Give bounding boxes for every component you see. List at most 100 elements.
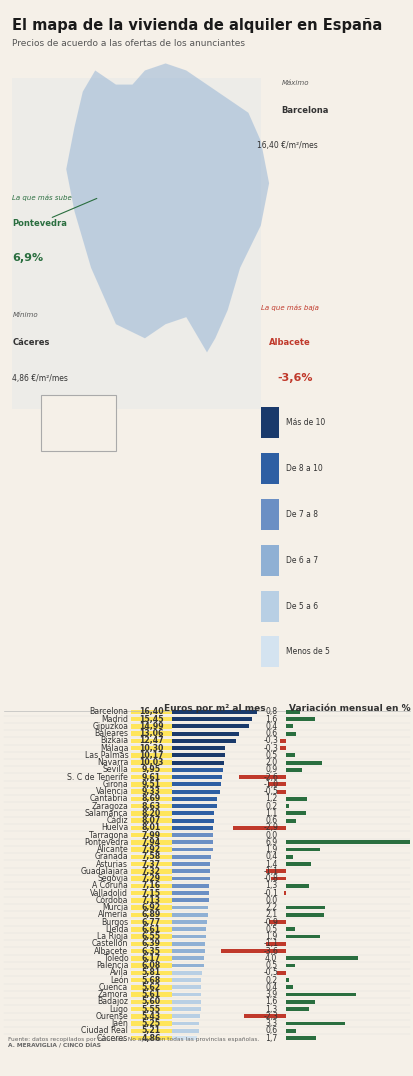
Text: Bizkaia: Bizkaia (100, 736, 128, 746)
Text: -0,9: -0,9 (263, 918, 278, 926)
Bar (285, 761, 321, 765)
Text: 6,17: 6,17 (141, 953, 161, 963)
Bar (131, 957, 171, 961)
Bar (172, 747, 225, 750)
Text: Segovia: Segovia (97, 874, 128, 883)
Bar (131, 912, 171, 917)
Text: Cuenca: Cuenca (99, 982, 128, 992)
Bar (238, 775, 285, 779)
Bar (285, 862, 310, 866)
Text: 5,43: 5,43 (141, 1011, 161, 1021)
Bar (131, 833, 171, 837)
Text: 1,1: 1,1 (264, 809, 277, 818)
Text: 1,6: 1,6 (264, 997, 277, 1006)
Bar (285, 848, 319, 851)
Text: 2,0: 2,0 (264, 759, 277, 767)
Text: 7,13: 7,13 (142, 896, 160, 905)
Text: 0,0: 0,0 (264, 896, 277, 905)
Text: -0,1: -0,1 (263, 889, 278, 897)
Bar (131, 986, 171, 990)
Text: 8,63: 8,63 (141, 802, 161, 810)
Bar (172, 971, 202, 975)
Text: 0,2: 0,2 (264, 976, 277, 985)
Text: 0,0: 0,0 (264, 831, 277, 839)
Text: -1,1: -1,1 (263, 939, 278, 948)
Text: De 5 a 6: De 5 a 6 (285, 601, 317, 610)
Bar (172, 928, 206, 931)
Text: Albacete: Albacete (94, 947, 128, 955)
Bar (260, 499, 279, 530)
Text: 3,9: 3,9 (264, 990, 277, 1000)
Text: 1,9: 1,9 (264, 845, 277, 854)
Text: De 7 a 8: De 7 a 8 (285, 510, 317, 519)
Bar (131, 978, 171, 982)
Bar (285, 819, 296, 822)
Text: 9,95: 9,95 (141, 765, 161, 775)
Text: 6,9: 6,9 (264, 838, 277, 847)
Text: De 8 a 10: De 8 a 10 (285, 464, 322, 473)
Bar (131, 753, 171, 758)
Text: 15,45: 15,45 (139, 714, 163, 724)
Bar (172, 877, 209, 880)
Bar (285, 768, 301, 771)
Bar (172, 949, 204, 953)
Bar (220, 949, 285, 953)
Bar (172, 1015, 200, 1018)
Text: 7,15: 7,15 (141, 889, 161, 897)
Text: El mapa de la vivienda de alquiler en España: El mapa de la vivienda de alquiler en Es… (12, 17, 382, 32)
Text: 7,58: 7,58 (141, 852, 161, 862)
Bar (131, 971, 171, 975)
Text: Gipuzkoa: Gipuzkoa (92, 722, 128, 731)
Text: 13,06: 13,06 (139, 730, 163, 738)
Text: Más de 10: Más de 10 (285, 419, 324, 427)
Bar (172, 1000, 201, 1004)
Text: 16,40: 16,40 (139, 707, 163, 717)
Text: 1,9: 1,9 (264, 932, 277, 942)
Text: 12,47: 12,47 (139, 736, 163, 746)
Bar (285, 724, 292, 728)
Text: 0,6: 0,6 (264, 1027, 277, 1035)
Text: 7,16: 7,16 (141, 881, 161, 890)
Bar (131, 854, 171, 859)
Bar (41, 395, 116, 451)
Bar (285, 753, 294, 758)
Bar (131, 738, 171, 744)
Text: 1,3: 1,3 (264, 1005, 277, 1014)
Text: 5,25: 5,25 (141, 1019, 161, 1028)
Bar (131, 891, 171, 895)
Bar (172, 957, 204, 960)
Text: -2,9: -2,9 (263, 823, 278, 833)
Text: Las Palmas: Las Palmas (84, 751, 128, 760)
Text: 3,3: 3,3 (264, 1019, 277, 1028)
Bar (131, 1029, 171, 1033)
Bar (131, 761, 171, 765)
Text: Menos de 5: Menos de 5 (285, 648, 329, 656)
Text: 10,30: 10,30 (139, 744, 163, 752)
Text: 7,94: 7,94 (141, 838, 161, 847)
Bar (172, 790, 220, 793)
Bar (172, 978, 201, 982)
Bar (265, 942, 285, 946)
Bar (172, 906, 207, 909)
Bar (172, 964, 203, 967)
Bar (172, 811, 214, 816)
Bar (172, 884, 209, 888)
Bar (131, 811, 171, 816)
Bar (276, 971, 285, 975)
Text: 9,33: 9,33 (142, 788, 160, 796)
Text: 7,99: 7,99 (141, 831, 161, 839)
Text: 2,1: 2,1 (264, 910, 277, 919)
Text: Almería: Almería (98, 910, 128, 919)
Text: Precios de acuerdo a las ofertas de los anunciantes: Precios de acuerdo a las ofertas de los … (12, 39, 245, 47)
Bar (131, 825, 171, 830)
Text: Jaén: Jaén (111, 1019, 128, 1029)
Text: Málaga: Málaga (100, 744, 128, 752)
Text: 1,4: 1,4 (264, 860, 277, 868)
Bar (172, 912, 207, 917)
Text: Albacete: Albacete (268, 338, 310, 348)
Text: León: León (109, 976, 128, 985)
Bar (131, 804, 171, 808)
Text: Pontevedra: Pontevedra (84, 838, 128, 847)
Text: Ourense: Ourense (95, 1011, 128, 1021)
Bar (276, 790, 285, 793)
